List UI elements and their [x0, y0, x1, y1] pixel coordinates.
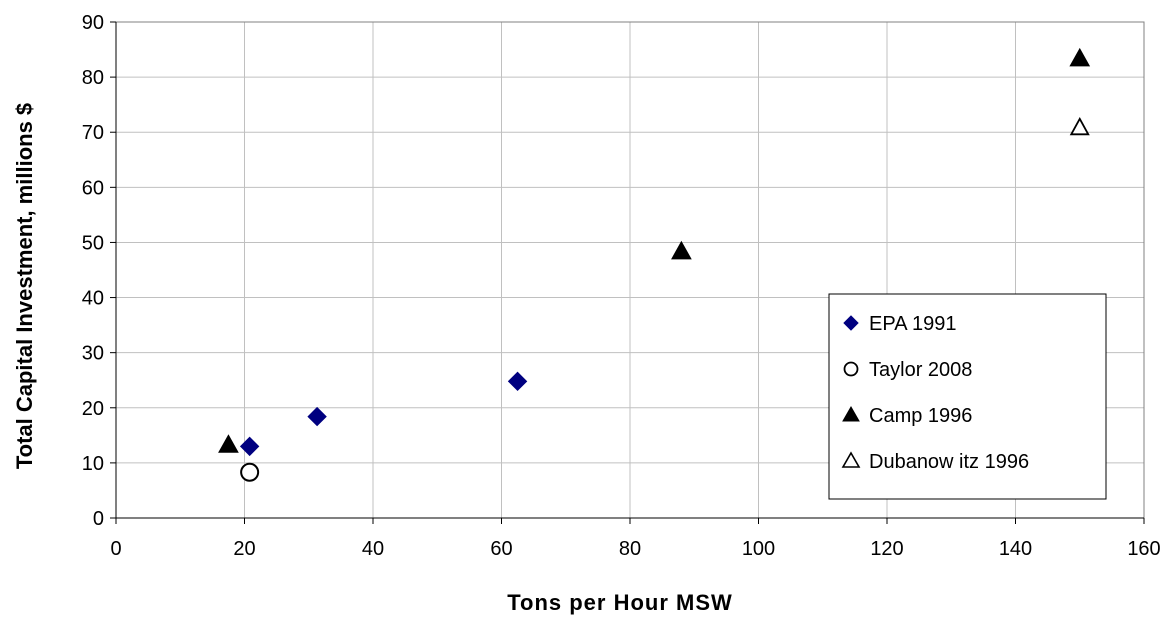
legend-marker — [843, 315, 859, 331]
legend-marker — [843, 361, 859, 377]
legend-item: Taylor 2008 — [843, 359, 972, 381]
x-tick-label: 80 — [619, 538, 641, 560]
y-tick-label: 30 — [82, 343, 104, 365]
data-point — [239, 436, 260, 457]
y-tick-label: 0 — [93, 508, 104, 530]
x-tick-label: 160 — [1127, 538, 1160, 560]
y-axis: 0 10 20 30 40 50 60 70 80 90 — [82, 12, 117, 530]
data-points — [218, 47, 1091, 482]
legend-item: EPA 1991 — [843, 313, 956, 335]
x-tick-label: 100 — [742, 538, 775, 560]
legend-box — [828, 293, 1107, 500]
x-tick-label: 40 — [362, 538, 384, 560]
x-axis-title: Tons per Hour MSW — [507, 590, 733, 615]
legend-label: Dubanow itz 1996 — [869, 451, 1029, 473]
x-tick-label: 140 — [999, 538, 1032, 560]
x-tick-label: 120 — [870, 538, 903, 560]
data-point — [1069, 47, 1091, 67]
y-tick-label: 10 — [82, 453, 104, 475]
x-tick-label: 0 — [110, 538, 121, 560]
x-tick-label: 60 — [490, 538, 512, 560]
y-tick-label: 50 — [82, 232, 104, 254]
legend: EPA 1991 Taylor 2008 Camp 1996 Dubanow itz … — [828, 293, 1107, 500]
data-point — [1069, 116, 1090, 136]
x-tick-label: 20 — [233, 538, 255, 560]
data-point — [671, 240, 692, 260]
legend-item: Dubanow itz 1996 — [841, 451, 1029, 473]
legend-item: Camp 1996 — [842, 405, 972, 427]
legend-label: Taylor 2008 — [869, 359, 972, 381]
y-tick-label: 60 — [82, 177, 104, 199]
data-point — [307, 406, 327, 427]
data-point — [218, 434, 239, 453]
data-point — [240, 462, 260, 482]
legend-label: Camp 1996 — [869, 405, 972, 427]
data-point — [507, 371, 528, 392]
y-tick-label: 70 — [82, 122, 104, 144]
y-tick-label: 90 — [82, 12, 104, 34]
y-tick-label: 20 — [82, 398, 104, 420]
legend-marker — [841, 451, 861, 468]
y-tick-label: 40 — [82, 288, 104, 310]
x-axis: 0 20 40 60 80 100 120 140 160 — [110, 517, 1161, 560]
y-tick-label: 80 — [82, 67, 104, 89]
legend-label: EPA 1991 — [869, 313, 956, 335]
legend-marker — [842, 405, 860, 422]
y-axis-title: Total Capital Investment, millions $ — [12, 103, 37, 469]
